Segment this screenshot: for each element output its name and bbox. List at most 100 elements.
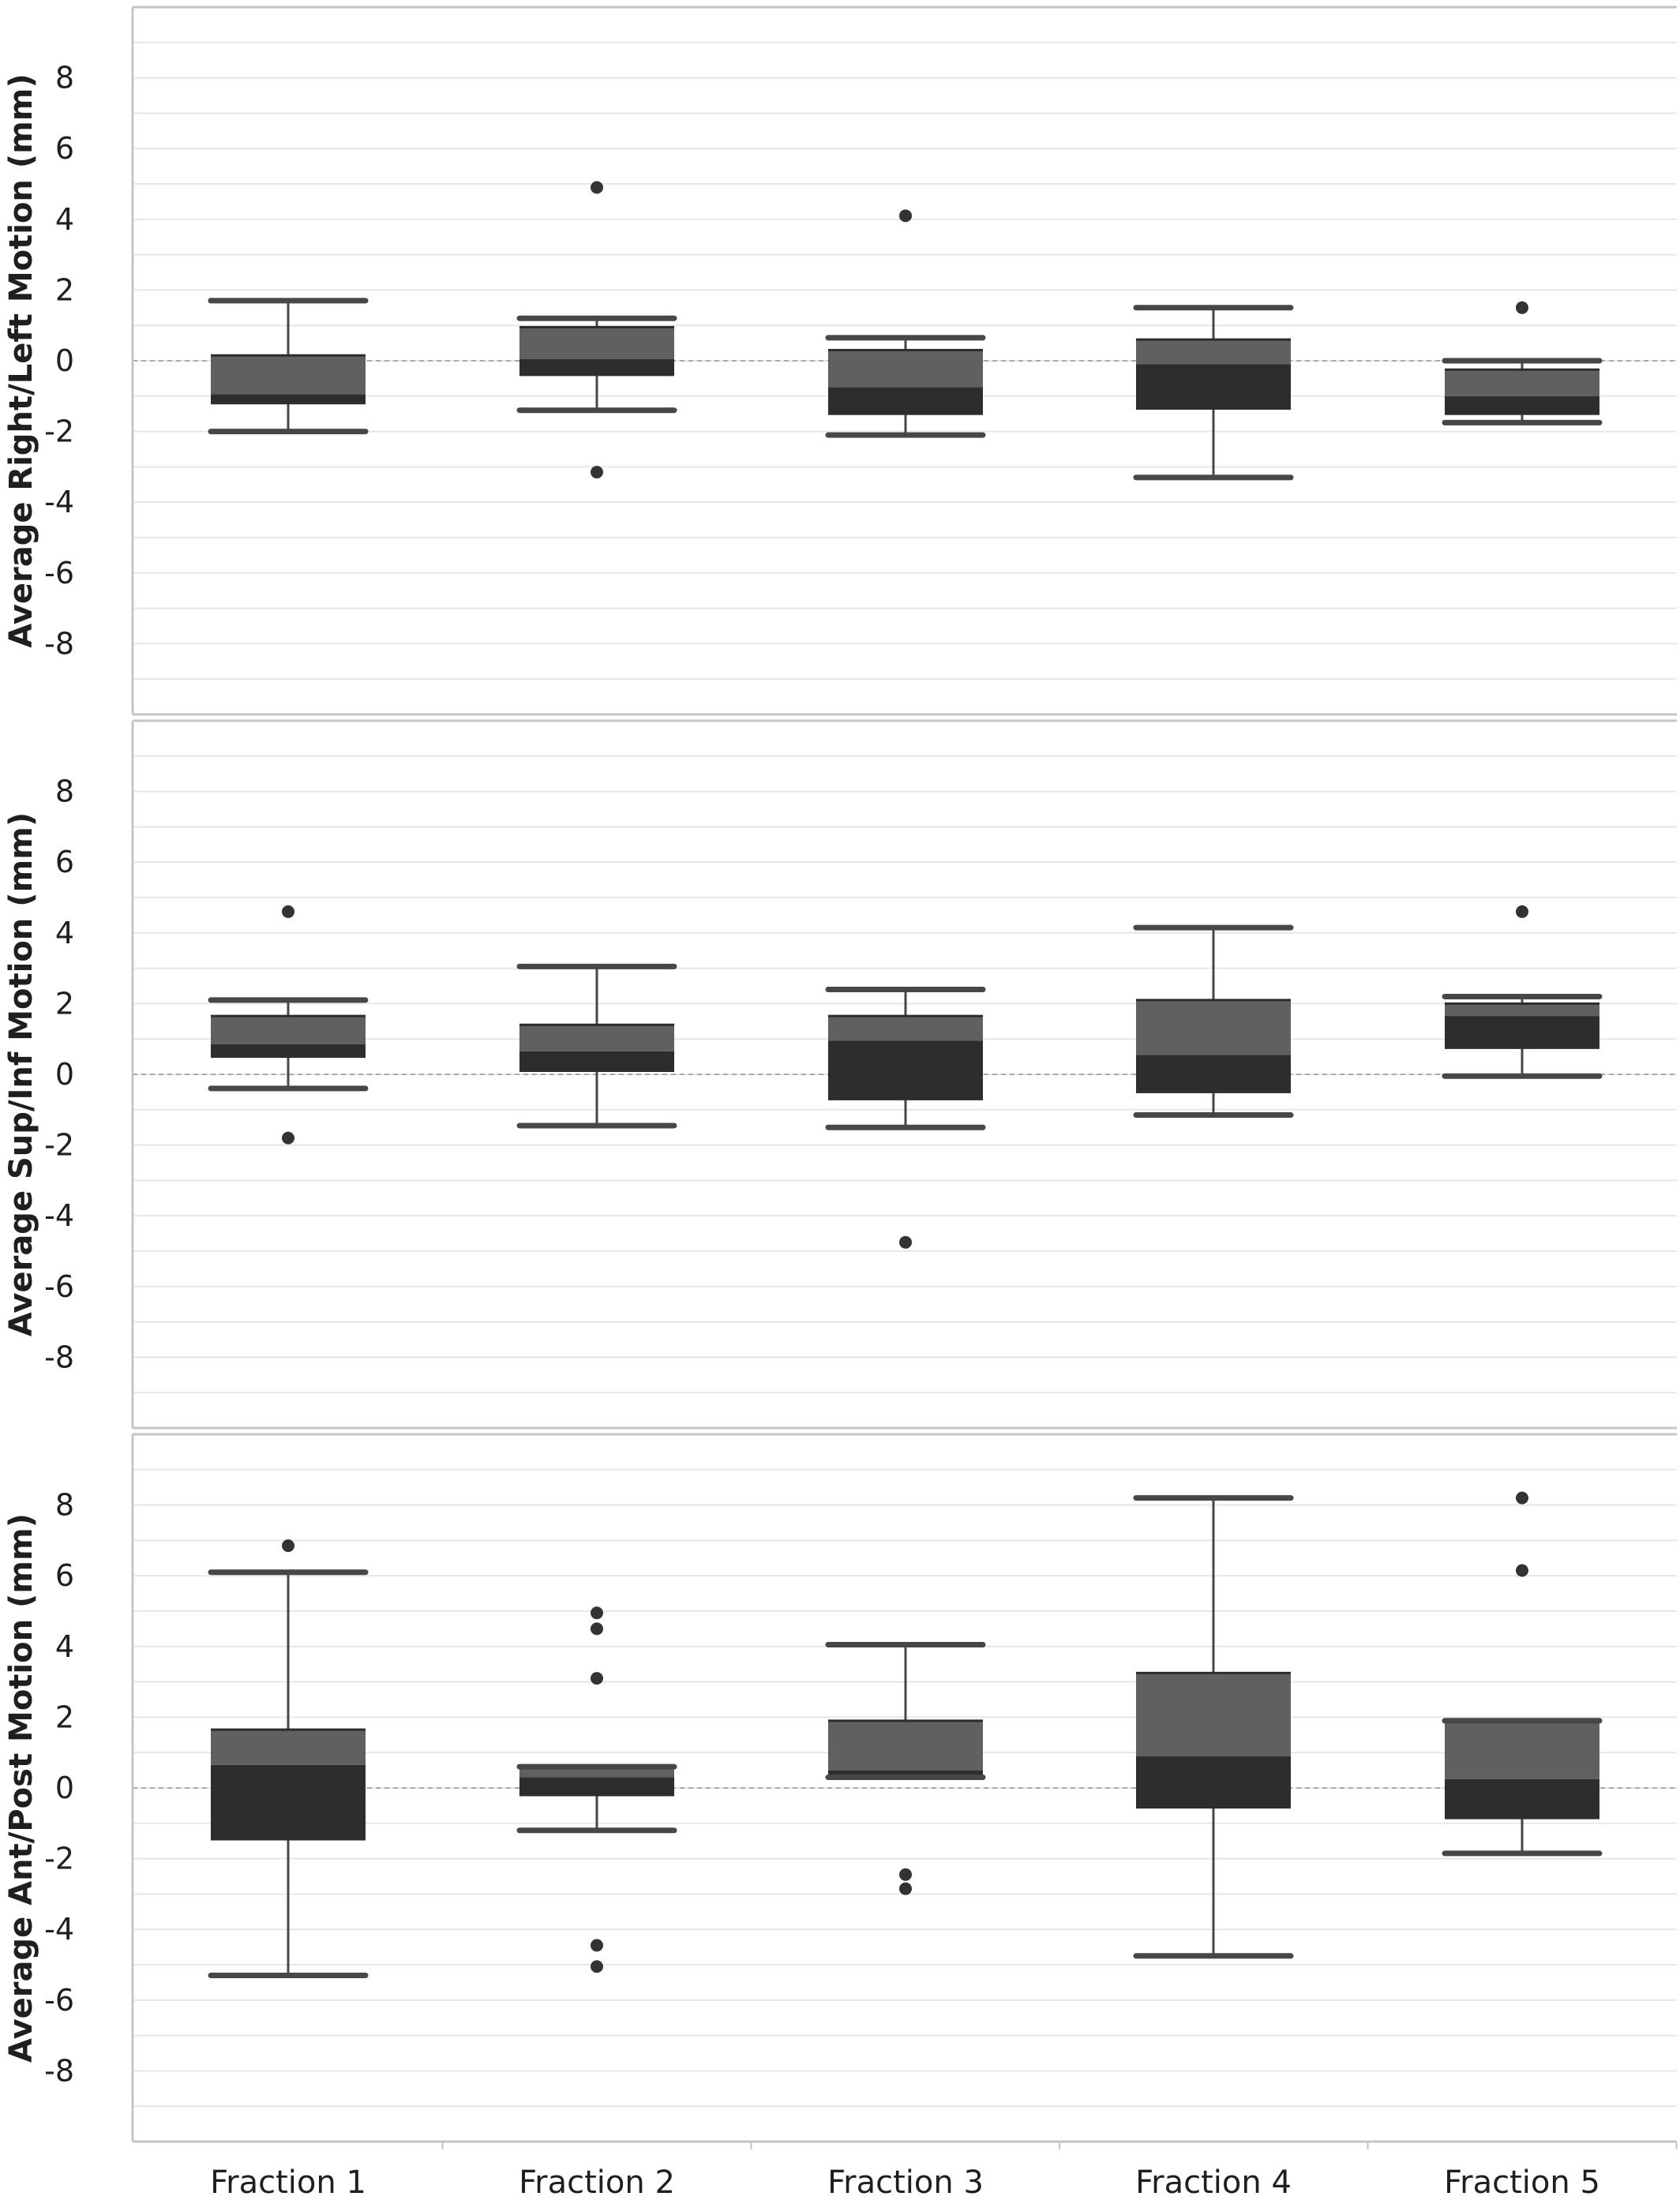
y-tick-label: 8 bbox=[55, 774, 74, 809]
box-2 bbox=[516, 1606, 677, 1973]
y-tick-label: 6 bbox=[55, 131, 74, 166]
upper-box bbox=[519, 327, 674, 359]
upper-box bbox=[1445, 1003, 1599, 1017]
lower-box bbox=[211, 1764, 366, 1839]
outlier-point bbox=[591, 1939, 603, 1952]
y-tick-labels: 8 6 4 2 0 -2 -4 -6 -8 bbox=[44, 774, 74, 1375]
lower-box bbox=[519, 1777, 674, 1795]
upper-box bbox=[1136, 1673, 1291, 1756]
y-tick-label: -2 bbox=[44, 1128, 74, 1163]
x-tick-label: Fraction 5 bbox=[1444, 2164, 1600, 2200]
gridlines bbox=[133, 755, 1677, 1394]
upper-box bbox=[1136, 339, 1291, 365]
upper-box bbox=[519, 1025, 674, 1051]
y-tick-label: -8 bbox=[44, 2053, 74, 2088]
y-axis-title: Average Right/Left Motion (mm) bbox=[3, 73, 39, 647]
box-2 bbox=[516, 181, 677, 479]
x-tick-label: Fraction 3 bbox=[827, 2164, 984, 2200]
y-tick-label: 8 bbox=[55, 1488, 74, 1523]
upper-box bbox=[828, 1720, 983, 1771]
outlier-point bbox=[591, 1606, 603, 1620]
outlier-point bbox=[282, 1131, 294, 1145]
box-5 bbox=[1442, 301, 1603, 425]
x-tick-label: Fraction 1 bbox=[210, 2164, 366, 2200]
box-4 bbox=[1133, 924, 1294, 1119]
outlier-point bbox=[1516, 301, 1528, 314]
y-tick-label: 2 bbox=[55, 986, 74, 1021]
box-3 bbox=[825, 986, 986, 1249]
y-tick-labels: 8 6 4 2 0 -2 -4 -6 -8 bbox=[44, 1488, 74, 2089]
upper-box bbox=[211, 355, 366, 395]
y-tick-label: 0 bbox=[55, 343, 74, 378]
y-tick-label: -2 bbox=[44, 1842, 74, 1876]
upper-box bbox=[1445, 1720, 1599, 1779]
upper-box bbox=[828, 1016, 983, 1041]
y-tick-label: -6 bbox=[44, 1269, 74, 1304]
upper-box bbox=[211, 1730, 366, 1765]
lower-box bbox=[211, 394, 366, 403]
outlier-point bbox=[591, 1622, 603, 1636]
outlier-point bbox=[899, 1868, 912, 1881]
gridlines bbox=[133, 1468, 1677, 2108]
lower-box bbox=[828, 387, 983, 414]
x-tick-label: Fraction 2 bbox=[519, 2164, 675, 2200]
y-axis-title: Average Sup/Inf Motion (mm) bbox=[3, 812, 39, 1336]
y-tick-label: -6 bbox=[44, 556, 74, 590]
y-tick-label: -2 bbox=[44, 414, 74, 449]
y-axis-title: Average Ant/Post Motion (mm) bbox=[3, 1513, 39, 2063]
box-3 bbox=[825, 209, 986, 438]
outlier-point bbox=[1516, 905, 1528, 918]
y-tick-label: 6 bbox=[55, 1558, 74, 1593]
y-tick-label: -6 bbox=[44, 1983, 74, 2018]
lower-box bbox=[519, 1051, 674, 1071]
outlier-point bbox=[1516, 1564, 1528, 1577]
box-1 bbox=[208, 1539, 369, 1978]
y-tick-label: -8 bbox=[44, 1340, 74, 1374]
y-tick-label: 0 bbox=[55, 1057, 74, 1092]
outlier-point bbox=[591, 466, 603, 479]
y-tick-label: 4 bbox=[55, 1629, 74, 1664]
box-1 bbox=[208, 298, 369, 435]
lower-box bbox=[519, 358, 674, 375]
lower-box bbox=[1136, 1055, 1291, 1093]
y-tick-label: -4 bbox=[44, 1198, 74, 1233]
y-tick-label: 2 bbox=[55, 1700, 74, 1734]
y-tick-label: 4 bbox=[55, 916, 74, 950]
box-5 bbox=[1442, 905, 1603, 1079]
outlier-point bbox=[899, 209, 912, 223]
y-tick-label: 2 bbox=[55, 272, 74, 307]
lower-box bbox=[828, 1770, 983, 1778]
outlier-point bbox=[899, 1882, 912, 1895]
box-2 bbox=[516, 963, 677, 1129]
box-4 bbox=[1133, 1495, 1294, 1959]
lower-box bbox=[1136, 1756, 1291, 1808]
y-tick-label: -8 bbox=[44, 626, 74, 661]
box-3 bbox=[825, 1642, 986, 1895]
upper-box bbox=[1445, 369, 1599, 396]
y-tick-label: 4 bbox=[55, 202, 74, 237]
y-tick-label: 6 bbox=[55, 845, 74, 879]
y-tick-label: 8 bbox=[55, 61, 74, 96]
outlier-point bbox=[591, 1672, 603, 1685]
lower-box bbox=[1445, 1778, 1599, 1819]
lower-box bbox=[1136, 364, 1291, 409]
outlier-point bbox=[1516, 1491, 1528, 1505]
upper-box bbox=[211, 1016, 366, 1044]
lower-box bbox=[1445, 1016, 1599, 1048]
outlier-point bbox=[282, 905, 294, 918]
outlier-point bbox=[282, 1539, 294, 1553]
y-tick-label: 0 bbox=[55, 1771, 74, 1805]
outlier-point bbox=[591, 1960, 603, 1973]
y-tick-label: -4 bbox=[44, 485, 74, 519]
outlier-point bbox=[899, 1235, 912, 1249]
y-tick-labels: 8 6 4 2 0 -2 -4 -6 -8 bbox=[44, 61, 74, 661]
upper-box bbox=[828, 350, 983, 388]
x-tick-label: Fraction 4 bbox=[1135, 2164, 1292, 2200]
x-axis: Fraction 1 Fraction 2 Fraction 3 Fraction 4… bbox=[210, 2142, 1678, 2200]
y-tick-label: -4 bbox=[44, 1912, 74, 1947]
